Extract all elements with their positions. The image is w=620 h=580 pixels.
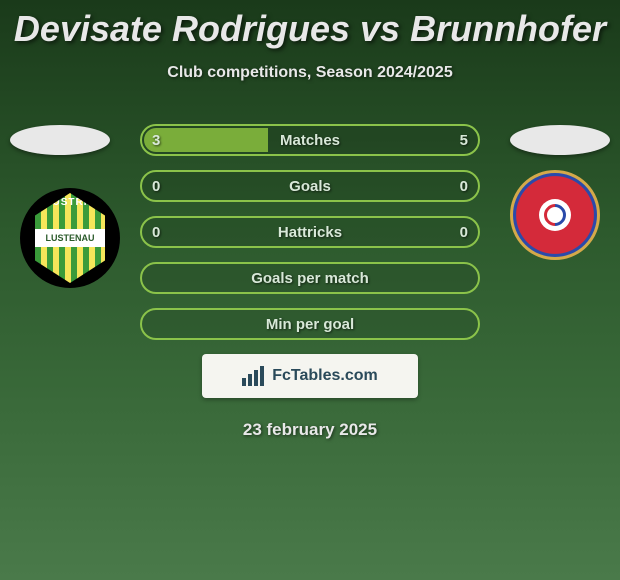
badge-right-center — [539, 199, 571, 231]
stat-row-hattricks: 0 0Hattricks — [140, 216, 480, 248]
branding-box[interactable]: FcTables.com — [202, 354, 418, 398]
stat-fill-left — [144, 128, 268, 152]
footer-date: 23 february 2025 — [0, 420, 620, 440]
badge-right-spiral-icon — [539, 199, 570, 230]
badge-left-shield: AUSTRIA LUSTENAU — [35, 193, 105, 283]
team-badge-right — [510, 170, 600, 260]
stat-label: Goals per match — [142, 270, 478, 287]
stat-label: Hattricks — [142, 224, 478, 241]
stat-row-goals: 0 0Goals — [140, 170, 480, 202]
flag-left — [10, 125, 110, 155]
stat-value-left: 0 — [152, 178, 160, 195]
stat-label: Goals — [142, 178, 478, 195]
page-subtitle: Club competitions, Season 2024/2025 — [0, 64, 620, 82]
stat-value-right: 0 — [460, 178, 468, 195]
stat-value-right: 0 — [460, 224, 468, 241]
page-title: Devisate Rodrigues vs Brunnhofer — [0, 0, 620, 50]
stat-value-left: 0 — [152, 224, 160, 241]
stat-value-right: 5 — [460, 132, 468, 149]
flag-right — [510, 125, 610, 155]
stat-row-matches: 35Matches — [140, 124, 480, 156]
branding-text: FcTables.com — [272, 367, 378, 385]
stat-row-min-per-goal: Min per goal — [140, 308, 480, 340]
stat-value-left: 3 — [152, 132, 160, 149]
badge-left-text-top: AUSTRIA — [35, 197, 105, 208]
stat-row-goals-per-match: Goals per match — [140, 262, 480, 294]
stat-label: Min per goal — [142, 316, 478, 333]
badge-left-band: LUSTENAU — [35, 229, 105, 247]
chart-icon — [242, 366, 266, 386]
team-badge-left: AUSTRIA LUSTENAU — [20, 188, 120, 288]
